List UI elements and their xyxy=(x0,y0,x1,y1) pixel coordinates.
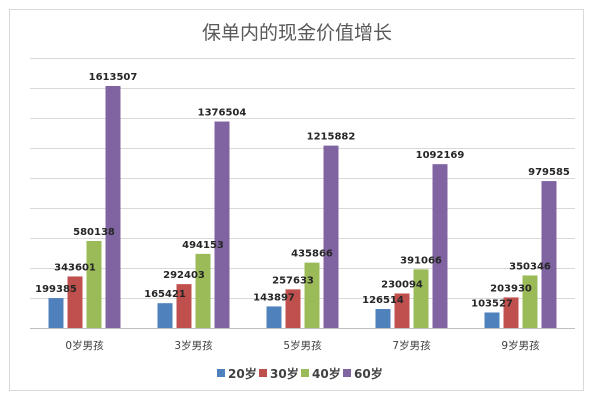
legend-label: 30岁 xyxy=(270,366,299,381)
data-label: 494153 xyxy=(182,240,224,251)
data-label: 257633 xyxy=(272,275,314,286)
bar xyxy=(214,121,230,328)
bar xyxy=(285,289,301,328)
data-label: 199385 xyxy=(35,284,77,295)
legend-label: 20岁 xyxy=(228,366,257,381)
legend-label: 60岁 xyxy=(354,366,383,381)
bar xyxy=(266,306,282,328)
bar xyxy=(157,303,173,328)
data-label: 103527 xyxy=(471,298,513,309)
bar xyxy=(503,297,519,328)
data-label: 343601 xyxy=(54,262,96,273)
legend-swatch xyxy=(343,369,351,377)
bar xyxy=(541,181,557,328)
data-label: 1376504 xyxy=(198,108,247,119)
data-label: 391066 xyxy=(400,255,442,266)
x-axis-ticks: 0岁男孩 3岁男孩 5岁男孩 7岁男孩 9岁男孩 xyxy=(65,339,540,352)
data-label: 165421 xyxy=(144,289,186,300)
bar xyxy=(48,298,64,328)
chart-title: 保单内的现金价值增长 xyxy=(202,22,392,44)
legend-swatch xyxy=(259,369,267,377)
data-label: 435866 xyxy=(291,249,333,260)
x-tick-label: 0岁男孩 xyxy=(65,339,104,352)
bar xyxy=(375,309,391,328)
data-label: 292403 xyxy=(163,270,205,281)
bar xyxy=(86,240,102,328)
data-label: 143897 xyxy=(253,292,295,303)
x-tick-label: 7岁男孩 xyxy=(392,339,431,352)
bars xyxy=(48,85,557,328)
data-label: 979585 xyxy=(528,167,570,178)
bar xyxy=(105,85,121,328)
bar xyxy=(522,275,538,328)
x-tick-label: 5岁男孩 xyxy=(283,339,322,352)
legend: 20岁 30岁 40岁 60岁 xyxy=(217,366,383,381)
data-label: 126514 xyxy=(362,295,404,306)
bar xyxy=(195,253,211,328)
bar xyxy=(176,284,192,328)
bar xyxy=(323,145,339,328)
data-label: 350346 xyxy=(509,261,551,272)
data-label: 1215882 xyxy=(307,132,356,143)
bar xyxy=(67,276,83,328)
data-label: 1613507 xyxy=(89,72,138,83)
data-label: 1092169 xyxy=(416,150,465,161)
legend-label: 40岁 xyxy=(312,366,341,381)
data-label: 580138 xyxy=(73,227,115,238)
x-tick-label: 9岁男孩 xyxy=(501,339,540,352)
bar xyxy=(484,312,500,328)
bar xyxy=(304,262,320,328)
gridlines xyxy=(30,58,575,329)
bar xyxy=(413,269,429,328)
legend-swatch xyxy=(301,369,309,377)
data-label: 230094 xyxy=(381,279,423,290)
legend-swatch xyxy=(217,369,225,377)
bar xyxy=(432,164,448,328)
data-label: 203930 xyxy=(490,283,532,294)
bar xyxy=(394,293,410,328)
data-labels: 199385 343601 580138 1613507 165421 292403 494… xyxy=(35,72,570,309)
x-tick-label: 3岁男孩 xyxy=(174,339,213,352)
